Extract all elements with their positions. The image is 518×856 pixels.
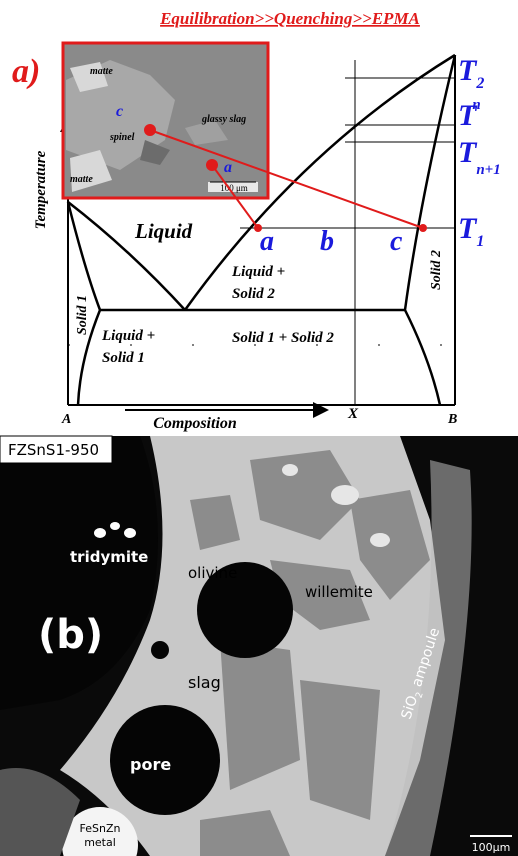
region-label: Solid 1 + Solid 2 xyxy=(232,330,334,346)
panel-label: a) xyxy=(12,53,40,90)
inset-point: a xyxy=(224,159,232,176)
point-marker xyxy=(419,224,427,232)
phase-label: tridymite xyxy=(70,548,148,566)
point-marker xyxy=(206,159,218,171)
temperature-label: Tn+1 xyxy=(458,136,501,178)
inset-label: matte xyxy=(70,174,93,185)
sample-label: FZSnS1-950 xyxy=(8,441,99,459)
region-label: Solid 2 xyxy=(232,286,275,302)
point-label: a xyxy=(260,226,274,257)
phase-label: metal xyxy=(84,836,116,849)
x-axis-label: Composition xyxy=(153,415,237,432)
x-end: B xyxy=(447,412,457,427)
region-label: Liquid + xyxy=(231,264,285,280)
region-label: Solid 1 xyxy=(102,350,145,366)
inset-label: matte xyxy=(90,66,113,77)
panel-b: FZSnS1-950 (b) tridymite olivine willemi… xyxy=(0,436,518,856)
inset-point: c xyxy=(116,103,123,120)
temperature-label: Tn xyxy=(458,97,481,132)
temperature-label: T2 xyxy=(458,54,484,92)
inset: matte c spinel glassy slag a matte 100 μ… xyxy=(63,43,268,198)
title: Equilibration>>Quenching>>EPMA xyxy=(159,9,420,28)
region-label: Solid 2 xyxy=(429,250,444,290)
phase-label: pore xyxy=(130,755,171,774)
phase-label: slag xyxy=(188,673,221,692)
point-label: c xyxy=(390,226,403,257)
region-label: Liquid xyxy=(134,219,193,243)
phase-label: olivine xyxy=(188,564,237,582)
inset-label: glassy slag xyxy=(201,114,246,125)
inset-label: spinel xyxy=(109,132,135,143)
scale-bar: 100 μm xyxy=(220,183,248,193)
scale-label: 100μm xyxy=(472,841,511,854)
x-mid: X xyxy=(347,406,359,422)
point-marker xyxy=(144,124,156,136)
point-label: b xyxy=(320,226,334,257)
region-label: Solid 1 xyxy=(75,295,90,335)
figure: Equilibration>>Quenching>>EPMA a) xyxy=(0,0,518,856)
phase-label: willemite xyxy=(305,583,373,601)
phase-label: FeSnZn xyxy=(80,822,121,835)
pore xyxy=(151,641,169,659)
panel-label: (b) xyxy=(38,612,103,658)
y-axis-label: Temperature xyxy=(33,150,49,229)
panel-a: Equilibration>>Quenching>>EPMA a) xyxy=(12,9,501,432)
x-end: A xyxy=(61,412,71,427)
region-label: Liquid + xyxy=(101,328,155,344)
temperature-label: T1 xyxy=(458,212,484,250)
